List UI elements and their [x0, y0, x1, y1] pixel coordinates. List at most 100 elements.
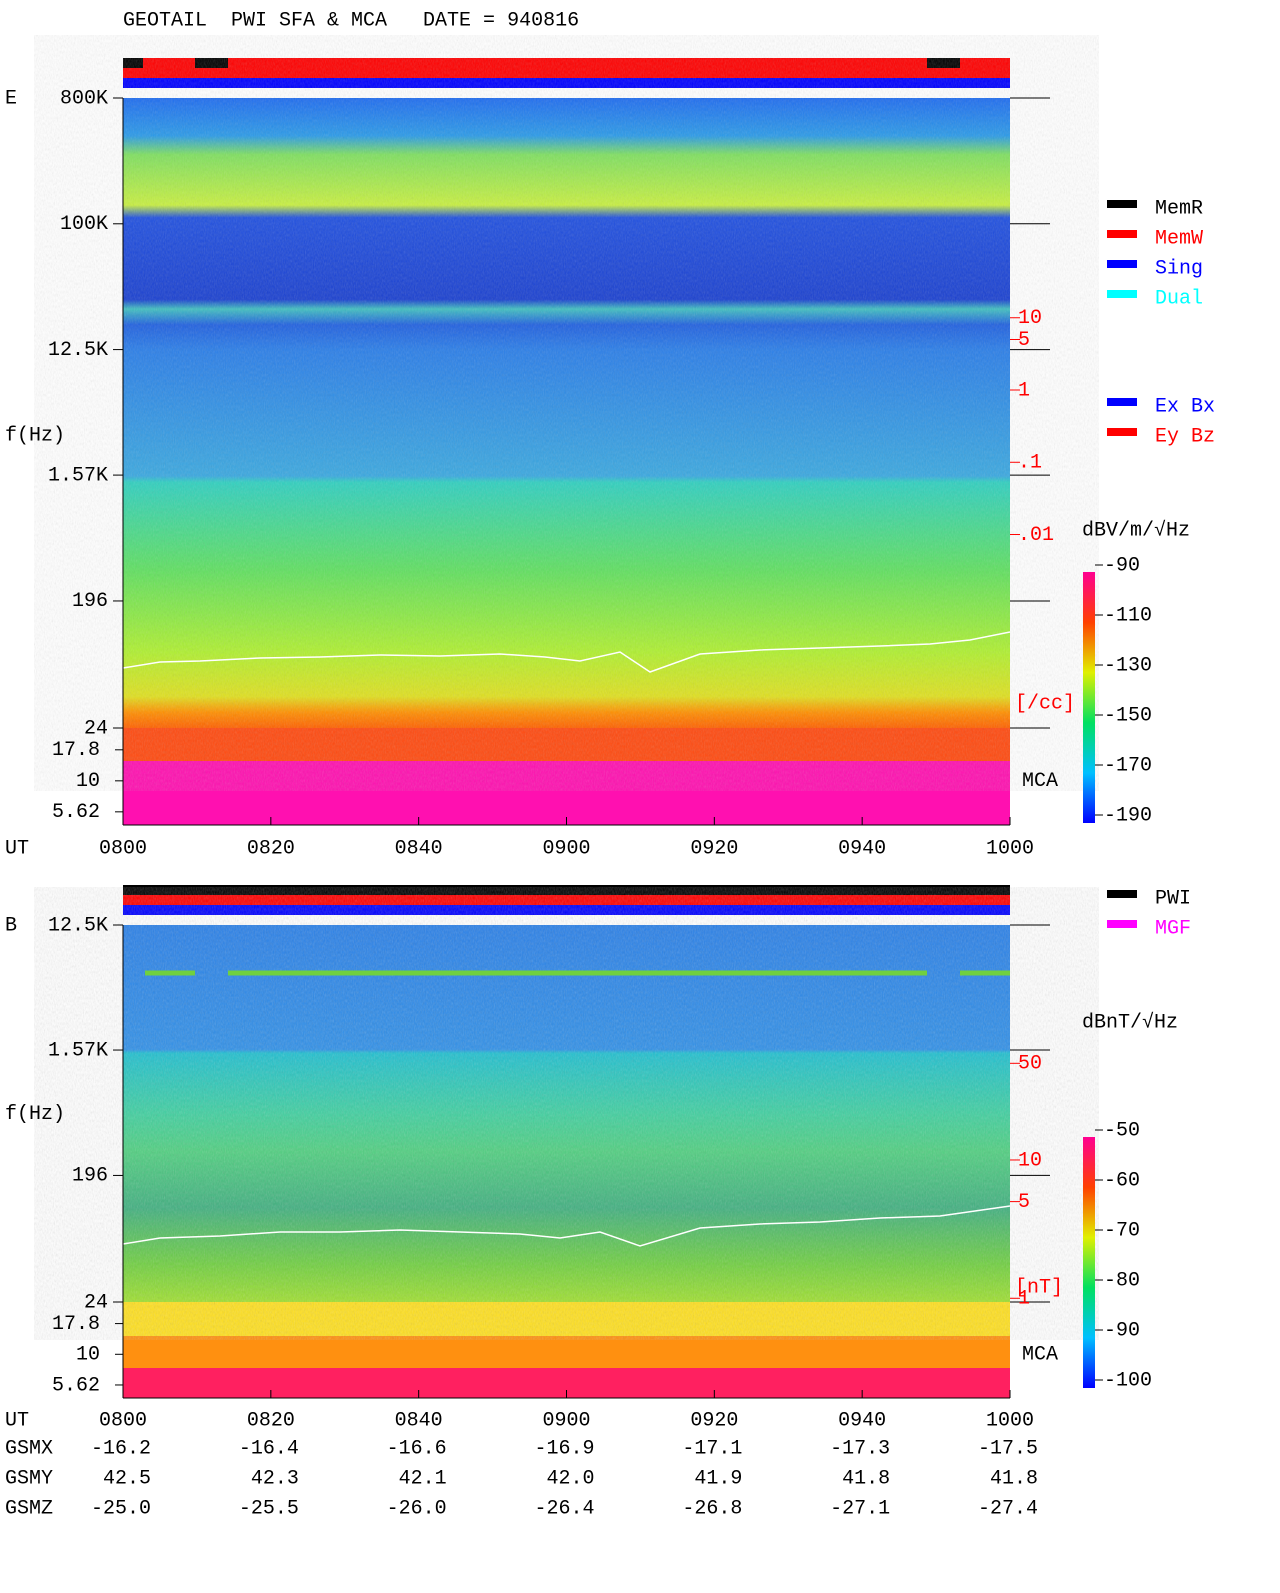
x-tick-label: 0920 — [690, 1409, 738, 1432]
orbit-value: -27.1 — [830, 1497, 890, 1520]
mca-tick-label: 5.62 — [52, 1374, 100, 1397]
orbit-value: -26.4 — [534, 1497, 594, 1520]
colorbar-tick-label: -130 — [1104, 654, 1152, 677]
orbit-label: GSMX — [5, 1437, 53, 1460]
mca-tick-label: 10 — [76, 770, 100, 793]
x-tick-label: 0940 — [838, 837, 886, 860]
y2-tick-label: .1 — [1018, 452, 1042, 475]
legend-swatch — [1107, 890, 1137, 898]
orbit-value: -16.4 — [239, 1437, 299, 1460]
colorbar-tick-label: -150 — [1104, 704, 1152, 727]
x-tick-label: 1000 — [986, 1409, 1034, 1432]
mca-tick-label: 17.8 — [52, 1313, 100, 1336]
orbit-value: -16.2 — [91, 1437, 151, 1460]
y2-tick-label: 50 — [1018, 1053, 1042, 1076]
orbit-value: -17.3 — [830, 1437, 890, 1460]
y2-tick-label: 10 — [1018, 1149, 1042, 1172]
orbit-value: -16.6 — [387, 1437, 447, 1460]
panel-label: E — [5, 87, 17, 110]
y-tick-label: 196 — [72, 590, 108, 613]
y-tick-label: 1.57K — [48, 1039, 108, 1062]
orbit-value: -17.1 — [682, 1437, 742, 1460]
colorbar-tick-label: -80 — [1104, 1269, 1140, 1292]
x-axis-label: UT — [5, 837, 29, 860]
y2-tick-label: 1 — [1018, 379, 1030, 402]
x-tick-label: 0900 — [542, 1409, 590, 1432]
orbit-value: -16.9 — [534, 1437, 594, 1460]
x-tick-label: 0920 — [690, 837, 738, 860]
legend-label: PWI — [1155, 887, 1191, 910]
y-tick-label: 100K — [60, 213, 108, 236]
legend-label: MemW — [1155, 227, 1203, 250]
mca-tick-label: 10 — [76, 1344, 100, 1367]
colorbar-tick-label: -50 — [1104, 1119, 1140, 1142]
y-axis-label: f(Hz) — [5, 424, 65, 447]
y-tick-label: 800K — [60, 87, 108, 110]
x-tick-label: 0820 — [247, 1409, 295, 1432]
orbit-value: 41.9 — [694, 1467, 742, 1490]
colorbar-tick-label: -110 — [1104, 604, 1152, 627]
orbit-value: 42.1 — [399, 1467, 447, 1490]
y2-tick-label: 10 — [1018, 307, 1042, 330]
legend-swatch — [1107, 200, 1137, 208]
mca-label: MCA — [1022, 770, 1058, 793]
x-tick-label: 0820 — [247, 837, 295, 860]
y2-tick-label: 1 — [1018, 1288, 1030, 1311]
colorbar-tick-label: -90 — [1104, 1319, 1140, 1342]
y-tick-label: 24 — [84, 717, 108, 740]
x-tick-label: 0900 — [542, 837, 590, 860]
y2-label: [/cc] — [1015, 692, 1075, 715]
y-tick-label: 12.5K — [48, 339, 108, 362]
x-tick-label: 0800 — [99, 837, 147, 860]
colorbar-label: dBnT/√Hz — [1082, 1010, 1178, 1034]
legend-label: Sing — [1155, 257, 1203, 280]
legend-label: MemR — [1155, 197, 1203, 220]
legend-swatch — [1107, 230, 1137, 238]
orbit-value: -26.0 — [387, 1497, 447, 1520]
orbit-value: -25.5 — [239, 1497, 299, 1520]
mca-label: MCA — [1022, 1343, 1058, 1366]
mca-tick-label: 17.8 — [52, 739, 100, 762]
orbit-value: 41.8 — [842, 1467, 890, 1490]
orbit-value: -27.4 — [978, 1497, 1038, 1520]
legend-swatch — [1107, 920, 1137, 928]
x-tick-label: 1000 — [986, 837, 1034, 860]
legend-label: Dual — [1155, 287, 1203, 310]
colorbar-label: dBV/m/√Hz — [1082, 518, 1190, 542]
colorbar-tick-label: -70 — [1104, 1219, 1140, 1242]
y-tick-label: 12.5K — [48, 914, 108, 937]
y2-tick-label: .01 — [1018, 524, 1054, 547]
orbit-value: -17.5 — [978, 1437, 1038, 1460]
colorbars — [1083, 572, 1095, 1388]
x-tick-label: 0840 — [395, 837, 443, 860]
orbit-value: 41.8 — [990, 1467, 1038, 1490]
colorbar-tick-label: -100 — [1104, 1369, 1152, 1392]
colorbar-tick-label: -170 — [1104, 754, 1152, 777]
y2-label: [nT] — [1015, 1276, 1063, 1299]
legend-label: Ey Bz — [1155, 425, 1215, 448]
orbit-value: 42.0 — [546, 1467, 594, 1490]
y-tick-label: 196 — [72, 1165, 108, 1188]
x-tick-label: 0940 — [838, 1409, 886, 1432]
orbit-value: 42.3 — [251, 1467, 299, 1490]
legend-swatch — [1107, 398, 1137, 406]
legend-swatch — [1107, 290, 1137, 298]
spectrogram-b — [122, 925, 1011, 1398]
y2-tick-label: 5 — [1018, 1191, 1030, 1214]
legend-swatch — [1107, 428, 1137, 436]
orbit-label: GSMY — [5, 1467, 53, 1490]
y-tick-label: 24 — [84, 1291, 108, 1314]
x-tick-label: 0800 — [99, 1409, 147, 1432]
y-tick-label: 1.57K — [48, 464, 108, 487]
y2-tick-label: 5 — [1018, 329, 1030, 352]
spectrogram-e — [122, 98, 1011, 825]
mca-tick-label: 5.62 — [52, 801, 100, 824]
colorbar-tick-label: -60 — [1104, 1169, 1140, 1192]
colorbar-tick-label: -90 — [1104, 554, 1140, 577]
x-tick-label: 0840 — [395, 1409, 443, 1432]
status-bars — [123, 58, 1010, 915]
orbit-value: -25.0 — [91, 1497, 151, 1520]
legend-swatch — [1107, 260, 1137, 268]
colorbar-tick-label: -190 — [1104, 804, 1152, 827]
